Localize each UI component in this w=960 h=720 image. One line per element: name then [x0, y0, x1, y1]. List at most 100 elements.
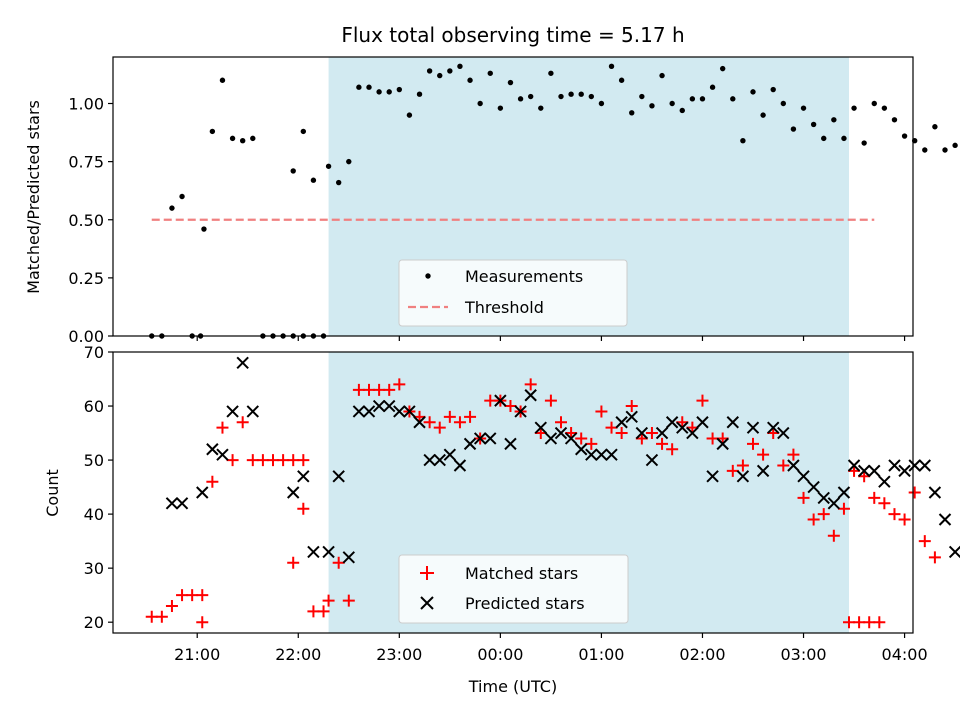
matched-point: [726, 464, 739, 477]
matched-point: [908, 486, 921, 499]
predicted-point: [595, 448, 608, 461]
measurement-point: [396, 86, 403, 93]
measurement-point: [335, 179, 342, 186]
predicted-point: [686, 426, 699, 440]
predicted-point: [534, 421, 547, 434]
matched-point: [787, 448, 800, 461]
matched-point: [706, 432, 719, 445]
measurement-point: [679, 107, 685, 114]
measurement-point: [730, 96, 736, 102]
predicted-point: [827, 497, 841, 510]
measurement-point: [659, 72, 665, 79]
measurement-point: [437, 72, 443, 79]
matched-point: [322, 594, 335, 607]
predicted-point: [817, 491, 830, 505]
panel-top: 0.00 0.25 0.50 0.75 1.00 Matched/Predicted s…: [24, 56, 958, 346]
measurement-point: [649, 103, 655, 109]
matched-point: [307, 605, 320, 618]
matched-point: [423, 416, 436, 429]
matched-point: [757, 448, 770, 461]
measurement-point: [179, 193, 185, 200]
matched-point: [236, 416, 249, 429]
matched-point: [433, 421, 446, 434]
panel-bottom-frame: [112, 351, 914, 634]
matched-point: [453, 416, 466, 429]
matched-point: [777, 459, 790, 472]
matched-point: [196, 589, 209, 602]
measurement-point: [366, 84, 372, 90]
predicted-point: [807, 480, 820, 494]
matched-point: [873, 616, 886, 629]
predicted-point: [746, 421, 760, 434]
predicted-point: [287, 486, 300, 499]
predicted-point: [736, 470, 750, 483]
matched-point: [373, 383, 386, 396]
matched-point: [317, 605, 330, 618]
predicted-point: [504, 437, 517, 451]
measurement-point: [457, 63, 463, 69]
predicted-point: [777, 426, 790, 440]
matched-point: [332, 556, 345, 569]
matched-point: [625, 400, 638, 413]
matched-point: [696, 394, 709, 407]
predicted-point: [413, 416, 426, 429]
measurement-point: [598, 100, 605, 107]
predicted-point: [246, 405, 259, 418]
matched-point: [853, 616, 866, 629]
x-tick-label: 00:00: [477, 645, 523, 664]
predicted-point: [216, 448, 229, 461]
matched-point: [504, 400, 517, 413]
measurement-point: [821, 135, 827, 142]
predicted-point: [726, 416, 739, 429]
predicted-point: [615, 416, 628, 429]
measurement-point: [689, 96, 696, 102]
matched-point: [918, 535, 931, 548]
predicted-point: [494, 394, 507, 407]
measurement-point: [527, 93, 534, 100]
legend-matched-label: Matched stars: [465, 564, 578, 583]
measurement-point: [871, 100, 877, 107]
matched-point: [196, 616, 209, 629]
predicted-point: [362, 405, 376, 418]
predicted-point: [332, 470, 345, 483]
predicted-point: [898, 464, 911, 478]
matched-point: [555, 416, 567, 429]
measurement-point: [300, 128, 307, 135]
predicted-point: [322, 545, 335, 559]
predicted-point: [857, 464, 871, 478]
y-tick-label: 30: [84, 559, 104, 578]
legend-predicted-marker: [420, 596, 434, 610]
measurement-point: [209, 128, 216, 135]
predicted-point: [756, 464, 770, 478]
matched-point: [342, 594, 355, 607]
measurement-point: [709, 84, 716, 90]
predicted-point: [918, 459, 931, 472]
panel-top-frame: [112, 56, 914, 337]
matched-point: [595, 405, 608, 418]
measurement-point: [588, 93, 595, 100]
measurement-point: [219, 77, 226, 83]
matched-point: [827, 529, 840, 542]
predicted-point: [564, 432, 578, 445]
predicted-point: [605, 448, 618, 461]
matched-point: [888, 508, 901, 521]
legend-threshold-label: Threshold: [464, 298, 544, 317]
matched-point: [287, 556, 300, 569]
y-tick-label: 0.50: [68, 211, 104, 230]
y-tick-label: 0.75: [68, 153, 104, 172]
measurement-point: [290, 168, 296, 174]
legend-measurements-marker: [425, 273, 431, 279]
matched-point: [863, 616, 876, 629]
measurement-point: [467, 77, 473, 83]
predicted-point: [948, 545, 960, 559]
legend-matched-marker: [420, 566, 434, 580]
matched-point: [246, 454, 259, 467]
x-tick-label: 22:00: [275, 645, 321, 664]
panel-bottom-y-ticks: 20 30 40 50 60 70: [84, 343, 113, 632]
y-tick-label: 50: [84, 451, 104, 470]
matched-point: [645, 427, 658, 440]
predicted-point: [453, 459, 467, 472]
measurement-point: [239, 138, 246, 144]
x-tick-label: 23:00: [376, 645, 422, 664]
predicted-point: [716, 437, 729, 451]
